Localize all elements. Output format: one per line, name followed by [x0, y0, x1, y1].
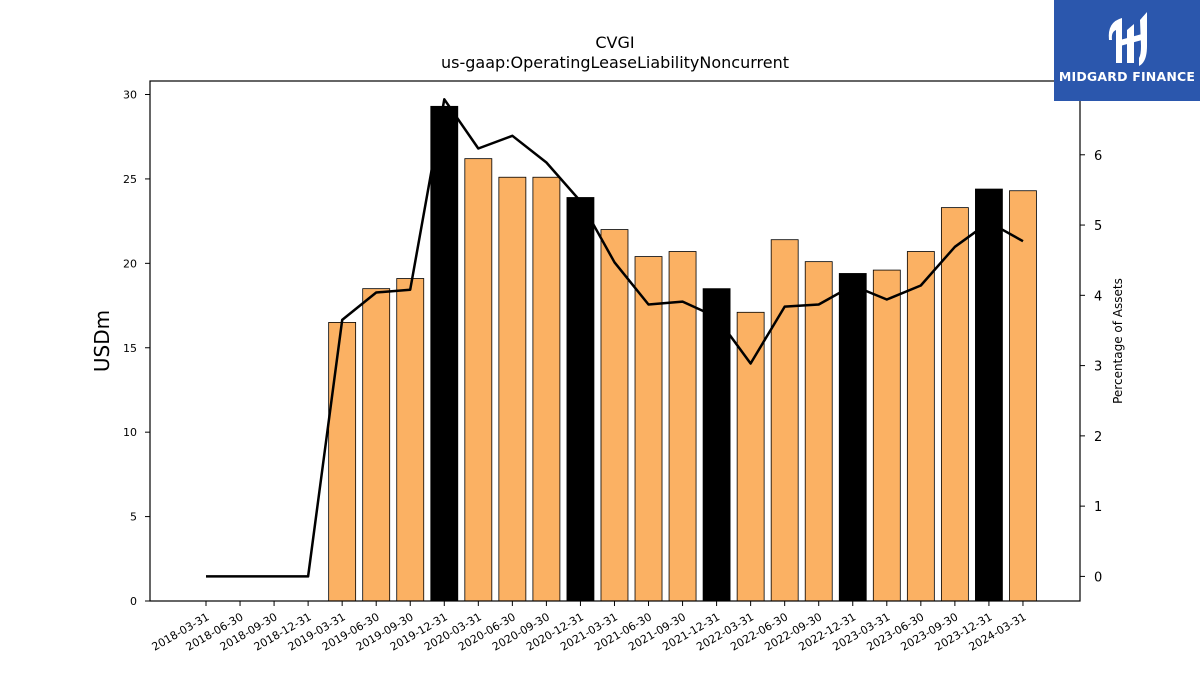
y-right-tick-label: 3: [1094, 360, 1102, 375]
y-tick-label: 10: [123, 426, 137, 439]
bar: [838, 273, 867, 602]
bar: [362, 288, 391, 602]
bar: [702, 288, 731, 602]
y-right-tick-label: 1: [1094, 500, 1102, 515]
bar: [396, 278, 425, 602]
y-right-axis-label: Percentage of Assets: [1111, 278, 1125, 404]
y-tick-label: 20: [123, 257, 137, 270]
bar: [1009, 190, 1037, 602]
y-tick-label: 25: [123, 173, 137, 186]
y-tick-label: 5: [130, 511, 137, 524]
bar: [872, 269, 901, 602]
logo-text: MIDGARD FINANCE: [1058, 69, 1196, 84]
y-right-tick-label: 2: [1094, 430, 1102, 445]
y-tick-label: 30: [123, 89, 137, 102]
logo: MIDGARD FINANCE: [1054, 0, 1200, 101]
chart-subtitle: us-gaap:OperatingLeaseLiabilityNoncurren…: [441, 53, 789, 72]
y-right-tick-label: 0: [1094, 570, 1102, 585]
bar: [736, 311, 765, 602]
y-right-tick-label: 6: [1094, 149, 1102, 164]
bar: [975, 188, 1003, 602]
bar: [532, 176, 561, 602]
bar: [940, 207, 969, 602]
bar: [566, 197, 595, 602]
bar: [328, 322, 357, 602]
bar: [498, 176, 527, 602]
bar: [804, 261, 833, 602]
bar: [430, 105, 459, 602]
y-right-tick-label: 4: [1094, 289, 1102, 304]
plot-frame: [149, 80, 1081, 602]
bar: [634, 256, 663, 602]
y-right-tick-label: 5: [1094, 219, 1102, 234]
bar: [906, 251, 935, 602]
y-axis-label: USDm: [90, 310, 114, 372]
y-tick-label: 15: [123, 342, 137, 355]
bar: [600, 229, 629, 602]
bar: [464, 158, 493, 602]
chart-title: CVGI: [595, 33, 634, 52]
logo-icon: [1108, 12, 1147, 66]
bar: [668, 251, 697, 602]
bar: [770, 239, 799, 602]
y-tick-label: 0: [130, 595, 137, 608]
percentage-line: [206, 98, 1024, 578]
